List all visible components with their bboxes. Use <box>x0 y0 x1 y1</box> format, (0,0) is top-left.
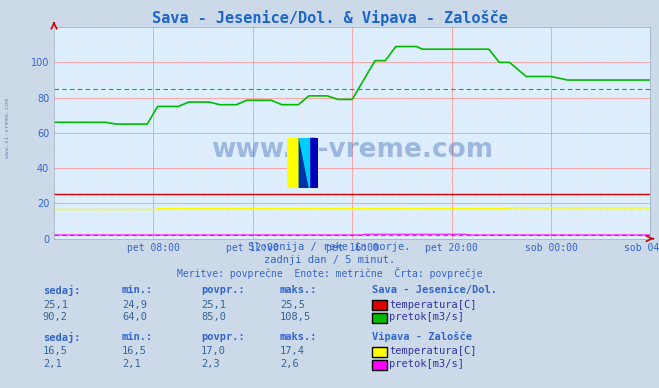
Text: 108,5: 108,5 <box>280 312 311 322</box>
Text: Slovenija / reke in morje.: Slovenija / reke in morje. <box>248 242 411 253</box>
Text: povpr.:: povpr.: <box>201 285 244 295</box>
Text: 85,0: 85,0 <box>201 312 226 322</box>
Text: 2,1: 2,1 <box>43 359 61 369</box>
Text: sedaj:: sedaj: <box>43 285 80 296</box>
Text: maks.:: maks.: <box>280 332 318 342</box>
Text: 2,1: 2,1 <box>122 359 140 369</box>
Text: 25,1: 25,1 <box>201 300 226 310</box>
Text: 25,1: 25,1 <box>43 300 68 310</box>
Text: 90,2: 90,2 <box>43 312 68 322</box>
Text: sedaj:: sedaj: <box>43 332 80 343</box>
Text: 16,5: 16,5 <box>122 346 147 356</box>
Text: 2,3: 2,3 <box>201 359 219 369</box>
Text: www.si-vreme.com: www.si-vreme.com <box>211 137 494 163</box>
Bar <box>287 138 299 188</box>
Text: maks.:: maks.: <box>280 285 318 295</box>
Text: Sava - Jesenice/Dol. & Vipava - Zalošče: Sava - Jesenice/Dol. & Vipava - Zalošče <box>152 10 507 26</box>
Text: 2,6: 2,6 <box>280 359 299 369</box>
Text: pretok[m3/s]: pretok[m3/s] <box>389 359 465 369</box>
Text: 16,5: 16,5 <box>43 346 68 356</box>
Text: 17,4: 17,4 <box>280 346 305 356</box>
Text: Vipava - Zalošče: Vipava - Zalošče <box>372 332 473 342</box>
Text: 24,9: 24,9 <box>122 300 147 310</box>
Bar <box>299 138 309 188</box>
Text: www.si-vreme.com: www.si-vreme.com <box>5 98 11 158</box>
Text: 25,5: 25,5 <box>280 300 305 310</box>
Text: 17,0: 17,0 <box>201 346 226 356</box>
Polygon shape <box>299 138 309 188</box>
Text: Sava - Jesenice/Dol.: Sava - Jesenice/Dol. <box>372 285 498 295</box>
Bar <box>309 138 318 188</box>
Text: temperatura[C]: temperatura[C] <box>389 346 477 356</box>
Polygon shape <box>299 138 309 188</box>
Text: Meritve: povprečne  Enote: metrične  Črta: povprečje: Meritve: povprečne Enote: metrične Črta:… <box>177 267 482 279</box>
Text: zadnji dan / 5 minut.: zadnji dan / 5 minut. <box>264 255 395 265</box>
Text: povpr.:: povpr.: <box>201 332 244 342</box>
Text: min.:: min.: <box>122 285 153 295</box>
Text: pretok[m3/s]: pretok[m3/s] <box>389 312 465 322</box>
Text: 64,0: 64,0 <box>122 312 147 322</box>
Text: min.:: min.: <box>122 332 153 342</box>
Text: temperatura[C]: temperatura[C] <box>389 300 477 310</box>
